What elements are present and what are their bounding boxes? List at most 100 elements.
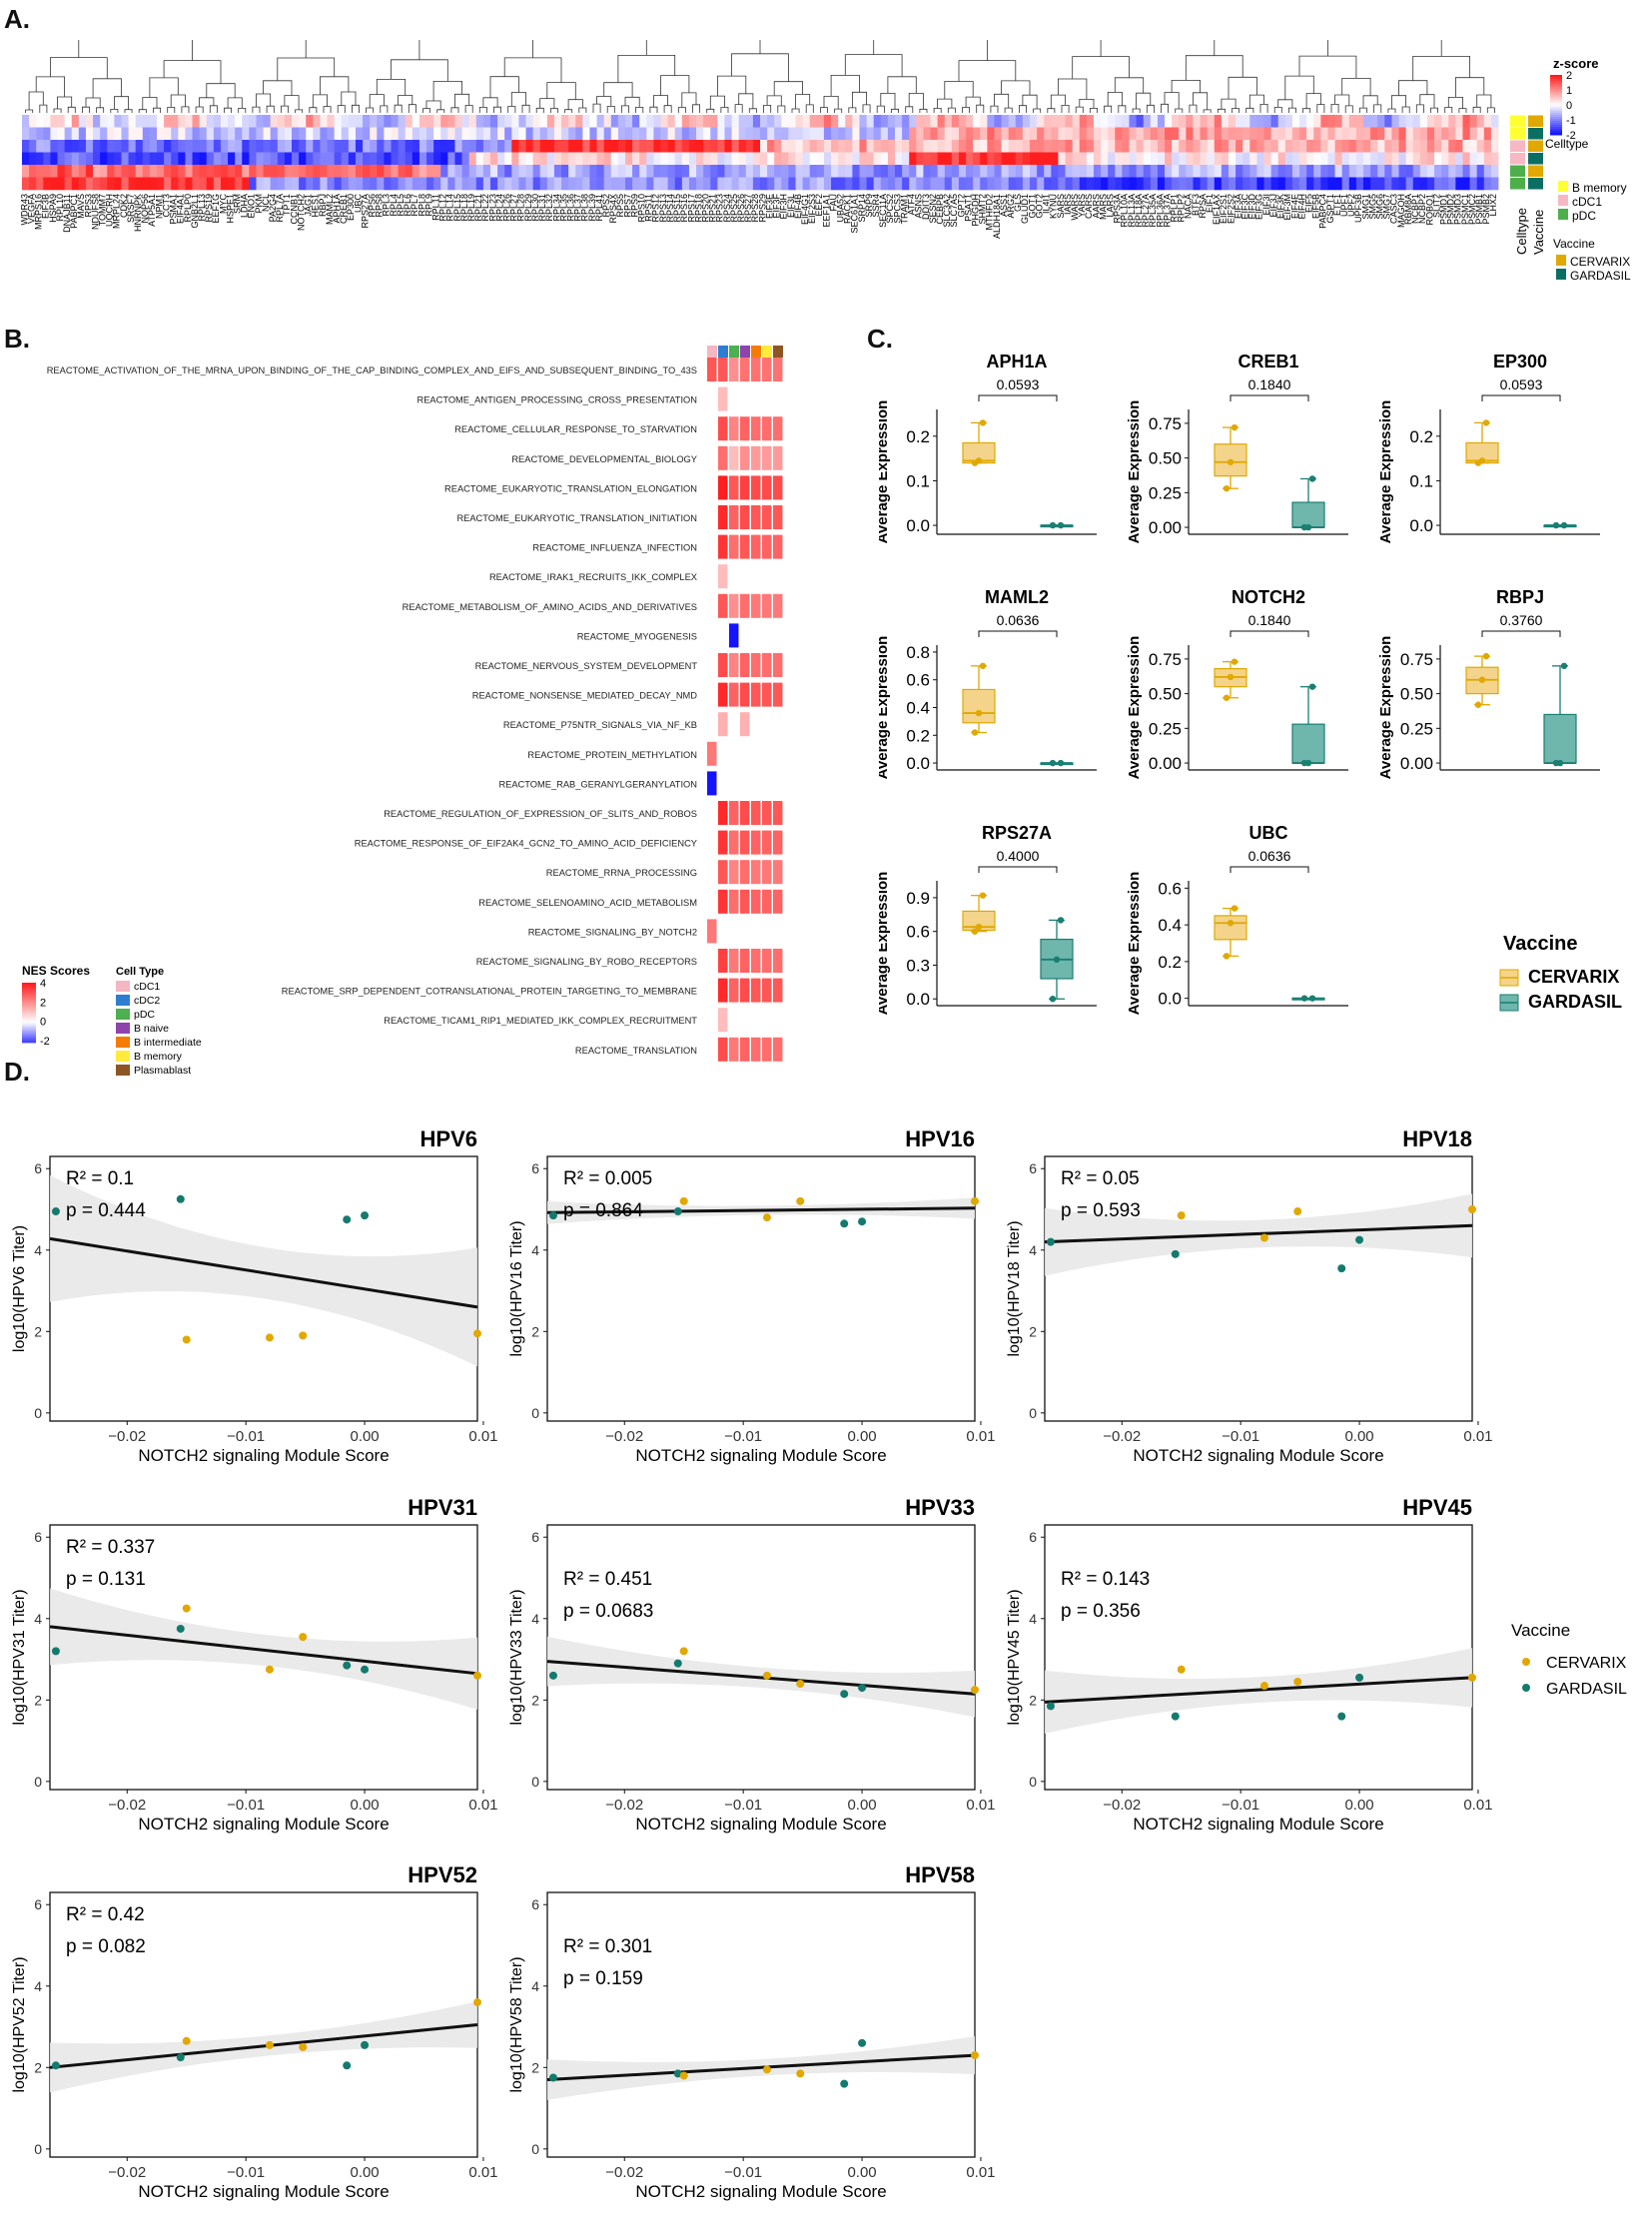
heatmap-cell bbox=[866, 165, 875, 178]
zscore-tick-label: -1 bbox=[1566, 115, 1576, 127]
heatmap-cell bbox=[1086, 127, 1095, 141]
cervarix-point bbox=[473, 1329, 481, 1338]
gene-label: RBPJ bbox=[318, 194, 328, 217]
cervarix-point bbox=[975, 457, 983, 464]
heatmap-cell bbox=[866, 115, 875, 128]
heatmap-cell bbox=[320, 127, 328, 141]
pathway-label: REACTOME_TICAM1_RIP1_MEDIATED_IKK_COMPLE… bbox=[384, 1016, 697, 1026]
heatmap-cell bbox=[1221, 152, 1230, 166]
x-tick-label: −0.01 bbox=[724, 1428, 762, 1445]
heatmap-cell bbox=[1327, 127, 1335, 141]
dendrogram-branch bbox=[436, 109, 445, 113]
nes-cell bbox=[718, 386, 728, 411]
heatmap-cell bbox=[1327, 140, 1335, 153]
heatmap-cell bbox=[518, 177, 526, 191]
gene-label: RPS10 bbox=[637, 194, 647, 223]
dendrogram-branch bbox=[649, 106, 658, 113]
heatmap-cell bbox=[795, 152, 804, 166]
vaccine-legend-gardasil: GARDASIL bbox=[1570, 269, 1631, 283]
dendrogram-branch bbox=[720, 107, 729, 113]
heatmap-cell bbox=[1377, 127, 1385, 141]
zscore-colorbar-step bbox=[1550, 83, 1562, 86]
panel-b-label: B. bbox=[4, 324, 30, 354]
celltype-key bbox=[116, 1009, 130, 1020]
heatmap-cell bbox=[242, 140, 250, 153]
x-axis-label: NOTCH2 signaling Module Score bbox=[1133, 1446, 1383, 1465]
heatmap-cell bbox=[1228, 177, 1237, 191]
heatmap-cell bbox=[1469, 152, 1478, 166]
heatmap-cell bbox=[142, 115, 151, 128]
heatmap-cell bbox=[363, 152, 371, 166]
heatmap-cell bbox=[377, 115, 385, 128]
heatmap-cell bbox=[1391, 115, 1399, 128]
heatmap-cell bbox=[263, 152, 272, 166]
heatmap-cell bbox=[610, 127, 619, 141]
dendrogram-branch bbox=[1189, 104, 1198, 113]
gene-label: MRPL24 bbox=[112, 194, 122, 229]
dendrogram-branch bbox=[891, 108, 899, 113]
heatmap-cell bbox=[1441, 177, 1449, 191]
gene-label: RPL9 bbox=[423, 194, 433, 217]
heatmap-cell bbox=[426, 127, 434, 141]
heatmap-cell bbox=[107, 127, 115, 141]
dendrogram-branch bbox=[489, 76, 519, 98]
dendrogram-branch bbox=[110, 109, 119, 113]
y-tick-label: 6 bbox=[1029, 1160, 1037, 1176]
heatmap-cell bbox=[1001, 140, 1010, 153]
heatmap-cell bbox=[1186, 177, 1194, 191]
x-tick-label: −0.01 bbox=[724, 1797, 762, 1814]
heatmap-cell bbox=[107, 140, 115, 153]
dendrogram-branch bbox=[1022, 94, 1038, 109]
heatmap-cell bbox=[1419, 165, 1428, 178]
pathway-label: REACTOME_SRP_DEPENDENT_COTRANSLATIONAL_P… bbox=[282, 987, 697, 997]
heatmap-cell bbox=[299, 140, 307, 153]
cervarix-point bbox=[762, 1213, 771, 1222]
heatmap-cell bbox=[603, 165, 612, 178]
heatmap-cell bbox=[1384, 165, 1392, 178]
heatmap-cell bbox=[1108, 177, 1116, 191]
heatmap-cell bbox=[164, 165, 172, 178]
heatmap-cell bbox=[553, 140, 562, 153]
gene-label: UPF3B bbox=[1353, 194, 1363, 223]
heatmap-cell bbox=[1051, 165, 1059, 178]
vaccine-annotation-cell bbox=[1528, 153, 1543, 165]
heatmap-cell bbox=[370, 177, 378, 191]
heatmap-cell bbox=[1037, 152, 1045, 166]
nes-tick-label: 0 bbox=[40, 1017, 46, 1029]
y-tick-label: 0.0 bbox=[1409, 516, 1433, 535]
r-squared-label: R² = 0.143 bbox=[1061, 1569, 1150, 1590]
gardasil-point bbox=[858, 1684, 867, 1693]
heatmap-cell bbox=[1079, 152, 1088, 166]
nes-cell bbox=[762, 801, 772, 825]
heatmap-cell bbox=[284, 165, 293, 178]
regression-line bbox=[546, 2053, 976, 2082]
gene-label: EEF1G bbox=[211, 194, 221, 224]
heatmap-cell bbox=[617, 165, 626, 178]
heatmap-cell bbox=[228, 152, 236, 166]
dendrogram-branch bbox=[823, 96, 839, 110]
y-tick-label: 4 bbox=[34, 1611, 42, 1627]
heatmap-cell bbox=[171, 152, 179, 166]
dendrogram-branch bbox=[1288, 107, 1296, 113]
heatmap-cell bbox=[1355, 177, 1364, 191]
gene-label: PABPC1 bbox=[69, 194, 79, 229]
nes-cell bbox=[773, 1037, 783, 1062]
heatmap-cell bbox=[987, 140, 995, 153]
heatmap-cell bbox=[1483, 152, 1492, 166]
dendrogram-branch bbox=[1277, 99, 1293, 109]
x-tick-label: −0.02 bbox=[1103, 1428, 1141, 1445]
heatmap-cell bbox=[284, 127, 293, 141]
dendrogram-branch bbox=[1412, 56, 1470, 81]
heatmap-cell bbox=[823, 140, 832, 153]
heatmap-cell bbox=[327, 177, 336, 191]
heatmap-cell bbox=[1065, 165, 1074, 178]
heatmap-cell bbox=[1236, 152, 1243, 166]
heatmap-cell bbox=[958, 140, 967, 153]
heatmap-cell bbox=[681, 165, 690, 178]
heatmap-cell bbox=[1284, 177, 1293, 191]
heatmap-cell bbox=[887, 177, 896, 191]
y-tick-label: 2 bbox=[34, 1692, 42, 1708]
x-tick-label: 0.00 bbox=[350, 2164, 379, 2181]
heatmap-cell bbox=[958, 165, 967, 178]
heatmap-cell bbox=[178, 152, 186, 166]
